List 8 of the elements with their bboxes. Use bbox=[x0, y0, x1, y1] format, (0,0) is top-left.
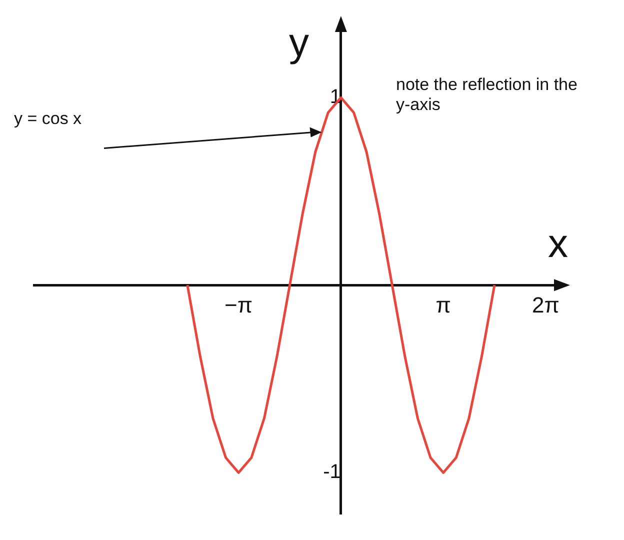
x-tick-label: 2π bbox=[532, 292, 560, 318]
annotation: y = cos x bbox=[14, 109, 82, 128]
x-tick-label: π bbox=[436, 292, 451, 318]
annotation: note the reflection in the y-axis bbox=[396, 75, 578, 114]
x-axis-title: x bbox=[548, 222, 568, 266]
x-tick-label: −π bbox=[224, 292, 253, 318]
y-tick-label: -1 bbox=[323, 461, 341, 484]
y-axis-title: y bbox=[288, 21, 309, 65]
